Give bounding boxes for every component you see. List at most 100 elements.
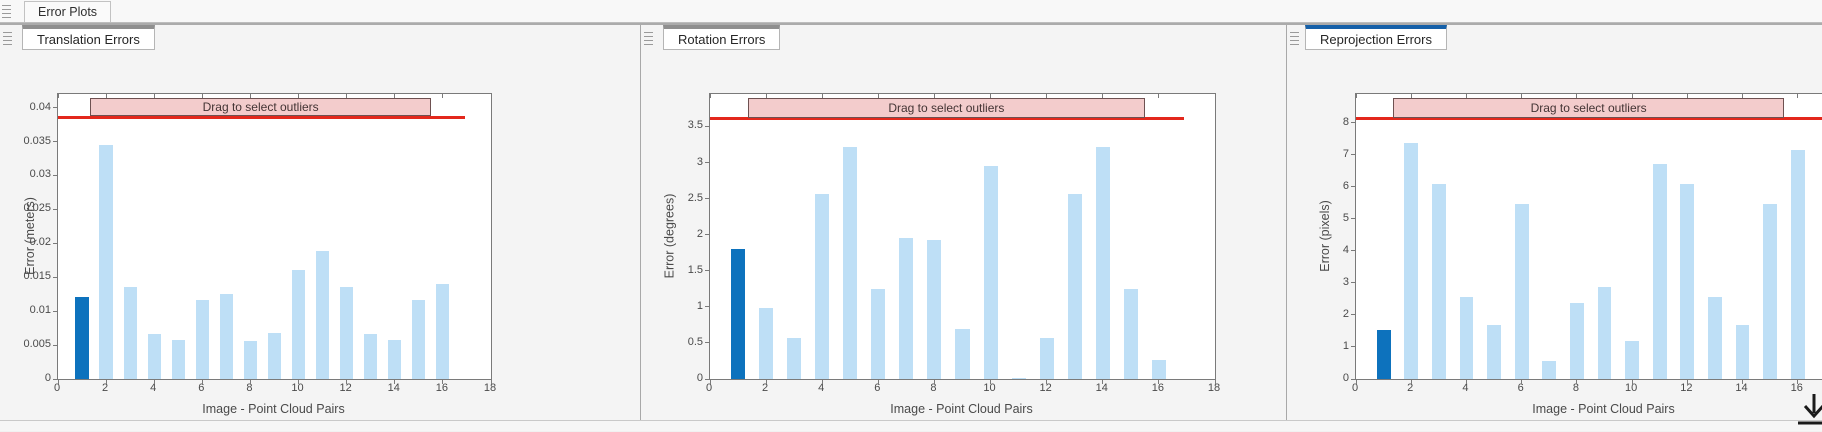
bar-pair-6[interactable] xyxy=(195,299,209,379)
grip-icon[interactable] xyxy=(644,32,653,45)
plot-area[interactable]: Drag to select outliers xyxy=(705,93,1216,384)
bar-pair-5[interactable] xyxy=(171,339,185,379)
bar-pair-2[interactable] xyxy=(1404,142,1419,379)
bar-pair-16[interactable] xyxy=(1790,150,1805,379)
bar-pair-2[interactable] xyxy=(99,144,113,379)
bar-pair-12[interactable] xyxy=(1039,337,1054,379)
bar-pair-14[interactable] xyxy=(1095,146,1110,379)
bar-pair-8[interactable] xyxy=(927,240,942,379)
bar-pair-16[interactable] xyxy=(436,284,450,379)
bar-pair-9[interactable] xyxy=(1597,287,1612,379)
bar-pair-7[interactable] xyxy=(1542,361,1557,379)
y-tick-label: 1.5 xyxy=(687,263,703,276)
plot-area[interactable]: Drag to select outliers xyxy=(1351,93,1822,384)
y-axis-ticks: 0 0.005 0.01 0.015 0.02 0.025 0.03 0.035 0.04 xyxy=(0,93,51,384)
bar-pair-10[interactable] xyxy=(983,166,998,379)
bar-pair-3[interactable] xyxy=(1431,183,1446,379)
y-tick-label: 0 xyxy=(44,372,51,384)
bar-pair-9[interactable] xyxy=(267,332,282,379)
bar-pair-7[interactable] xyxy=(899,238,914,379)
plot-area[interactable]: Drag to select outliers xyxy=(53,93,492,384)
bar-pair-13[interactable] xyxy=(1067,194,1082,379)
bar-pair-13[interactable] xyxy=(364,333,378,379)
bar-pair-15[interactable] xyxy=(412,299,426,379)
bar-pair-11[interactable] xyxy=(1011,377,1026,379)
tab-error-plots[interactable]: Error Plots xyxy=(24,1,112,22)
bar-pair-6[interactable] xyxy=(871,288,886,379)
bar-pair-5[interactable] xyxy=(1487,324,1501,379)
x-tick-mark-top xyxy=(1355,94,1357,98)
y-tick-label: 8 xyxy=(1342,115,1349,128)
x-tick-mark xyxy=(1465,380,1467,384)
x-tick-label: 8 xyxy=(930,382,937,394)
panel-translation-errors: Translation Errors Error (meters) 0 0.005… xyxy=(0,25,641,430)
bar-pair-15[interactable] xyxy=(1763,204,1778,379)
bar-pair-14[interactable] xyxy=(1735,324,1750,379)
bar-pair-7[interactable] xyxy=(219,293,233,379)
y-tick-mark xyxy=(53,344,57,346)
bar-pair-4[interactable] xyxy=(815,194,830,379)
x-tick-mark xyxy=(821,380,823,384)
x-tick-mark-top xyxy=(490,94,492,98)
x-tick-mark-top xyxy=(249,94,251,98)
reprojection-tabbar: Reprojection Errors xyxy=(1287,25,1822,51)
bar-pair-4[interactable] xyxy=(147,333,161,379)
bar-pair-3[interactable] xyxy=(787,337,802,379)
outlier-select-band[interactable]: Drag to select outliers xyxy=(1393,98,1784,118)
x-tick-mark-top xyxy=(1521,94,1523,98)
grip-icon[interactable] xyxy=(1290,32,1299,45)
bar-pair-1[interactable] xyxy=(731,249,746,379)
y-tick-mark xyxy=(705,270,709,272)
x-tick-mark xyxy=(990,380,992,384)
bar-pair-10[interactable] xyxy=(291,270,306,379)
bar-pair-9[interactable] xyxy=(955,328,970,379)
bar-pair-14[interactable] xyxy=(388,339,402,379)
grip-icon[interactable] xyxy=(3,32,12,45)
bar-pair-8[interactable] xyxy=(1569,303,1584,379)
bar-pair-5[interactable] xyxy=(843,146,858,379)
bar-pair-1[interactable] xyxy=(1376,330,1391,379)
tab-reprojection-errors[interactable]: Reprojection Errors xyxy=(1305,25,1447,50)
bar-pair-12[interactable] xyxy=(340,287,354,379)
x-tick-mark xyxy=(249,380,251,384)
x-tick-label: 2 xyxy=(102,382,109,394)
y-tick-label: 3 xyxy=(696,155,703,168)
y-tick-mark xyxy=(705,198,709,200)
y-tick-label: 2 xyxy=(696,227,703,240)
x-tick-label: 16 xyxy=(435,382,448,394)
y-tick-mark xyxy=(705,342,709,344)
y-tick-mark xyxy=(53,378,57,380)
y-tick-label: 0.04 xyxy=(29,100,51,113)
x-tick-mark-top xyxy=(1797,94,1799,98)
bar-pair-8[interactable] xyxy=(243,341,258,379)
outlier-select-band[interactable]: Drag to select outliers xyxy=(747,98,1145,118)
x-tick-mark xyxy=(346,380,348,384)
bar-pair-11[interactable] xyxy=(315,250,330,379)
bar-pair-13[interactable] xyxy=(1708,296,1722,379)
x-tick-mark xyxy=(1102,380,1104,384)
x-tick-mark-top xyxy=(1410,94,1412,98)
bar-pair-1[interactable] xyxy=(75,296,89,379)
bar-pair-6[interactable] xyxy=(1514,204,1529,379)
x-tick-mark xyxy=(201,380,203,384)
tab-rotation-errors[interactable]: Rotation Errors xyxy=(663,25,781,50)
grip-icon[interactable] xyxy=(2,5,11,18)
bar-pair-15[interactable] xyxy=(1123,288,1138,379)
bar-pair-4[interactable] xyxy=(1459,296,1474,379)
bar-pair-10[interactable] xyxy=(1625,340,1639,379)
bar-pair-3[interactable] xyxy=(123,287,137,379)
outlier-select-band[interactable]: Drag to select outliers xyxy=(90,98,431,117)
y-tick-mark xyxy=(705,125,709,127)
y-tick-mark xyxy=(53,276,57,278)
outlier-threshold-line xyxy=(58,115,465,119)
y-tick-label: 0.005 xyxy=(23,338,51,351)
y-tick-label: 0.015 xyxy=(23,270,51,283)
bar-pair-16[interactable] xyxy=(1151,360,1166,379)
bar-pair-11[interactable] xyxy=(1652,164,1667,379)
tab-translation-errors[interactable]: Translation Errors xyxy=(22,25,155,50)
y-tick-label: 5 xyxy=(1342,211,1349,224)
bar-pair-2[interactable] xyxy=(759,308,774,379)
bar-pair-12[interactable] xyxy=(1680,183,1695,379)
y-tick-label: 2 xyxy=(1342,307,1349,320)
export-icon[interactable] xyxy=(1798,391,1822,429)
